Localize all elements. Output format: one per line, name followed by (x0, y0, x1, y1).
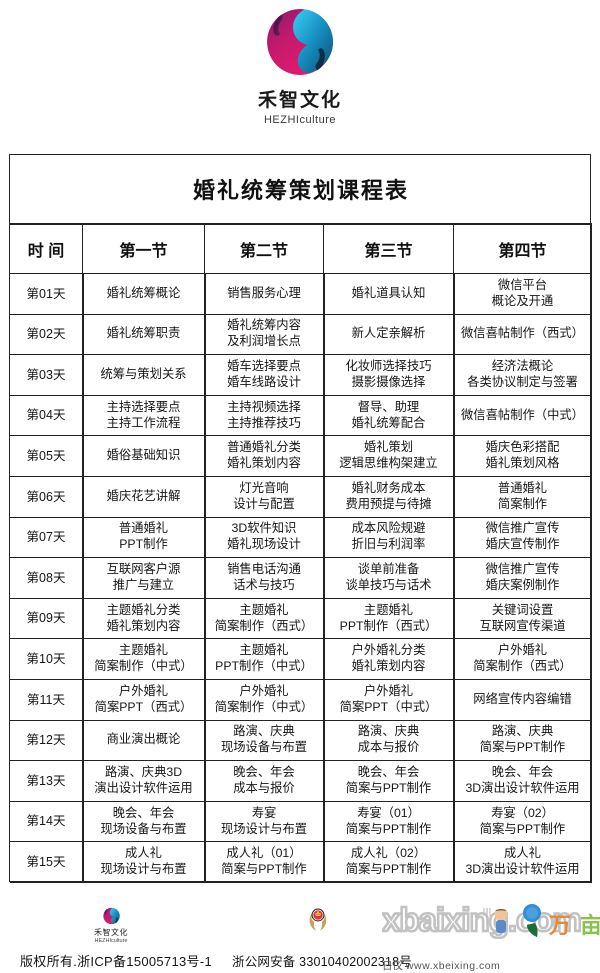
svg-text:亩: 亩 (580, 913, 600, 938)
svg-text:万: 万 (548, 913, 571, 938)
